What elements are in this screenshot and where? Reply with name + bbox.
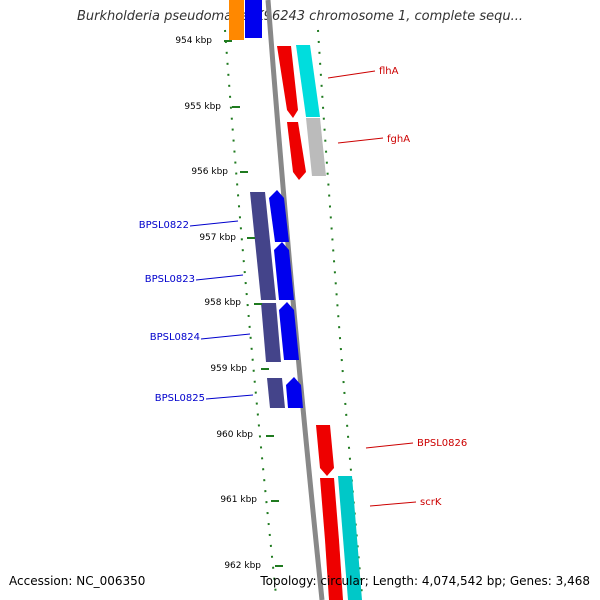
cog-BPSL0824 xyxy=(261,303,281,362)
gene-BPSL0824[interactable] xyxy=(279,302,299,360)
gene-label-scrK[interactable]: scrK xyxy=(420,497,442,508)
gene-label-BPSL0824[interactable]: BPSL0824 xyxy=(150,332,200,343)
gc-skew-track-left xyxy=(224,29,277,596)
tick-label: 960 kbp xyxy=(216,430,253,440)
gene-labels: flhA fghA BPSL0822 BPSL0823 BPSL0824 BPSL0825… xyxy=(139,66,468,508)
tick-label: 961 kbp xyxy=(220,495,257,505)
gene-scrK[interactable] xyxy=(320,478,339,548)
top-blue-block xyxy=(245,0,262,38)
cog-fghA xyxy=(306,118,326,176)
gene-label-BPSL0826[interactable]: BPSL0826 xyxy=(417,438,467,449)
tick-labels: 954 kbp 955 kbp 956 kbp 957 kbp 958 kbp 959 k… xyxy=(175,36,283,571)
gene-BPSL0823[interactable] xyxy=(274,242,294,300)
gene-BPSL0825[interactable] xyxy=(286,377,303,408)
tick-label: 962 kbp xyxy=(224,561,261,571)
gene-BPSL0822[interactable] xyxy=(269,190,289,242)
gene-BPSL0826[interactable] xyxy=(316,425,334,476)
accession-label: Accession: NC_006350 xyxy=(9,574,146,588)
gene-label-flhA[interactable]: flhA xyxy=(379,66,399,77)
tick-label: 957 kbp xyxy=(199,233,236,243)
cog-scrK xyxy=(338,476,362,600)
cog-BPSL0825 xyxy=(267,378,285,408)
gene-bottom-red xyxy=(325,540,343,600)
gene-flhA[interactable] xyxy=(277,46,298,118)
gene-fghA[interactable] xyxy=(287,122,306,180)
tick-label: 959 kbp xyxy=(210,364,247,374)
tick-label: 955 kbp xyxy=(184,102,221,112)
map-title: Burkholderia pseudomallei K96243 chromos… xyxy=(76,9,524,24)
tick-label: 956 kbp xyxy=(191,167,228,177)
orange-cog-block xyxy=(229,0,244,40)
gene-label-BPSL0825[interactable]: BPSL0825 xyxy=(155,393,205,404)
cog-BPSL0822-0823 xyxy=(250,192,276,300)
label-leaders xyxy=(189,70,417,507)
tick-label: 958 kbp xyxy=(204,298,241,308)
cog-flhA xyxy=(296,45,320,117)
gene-label-BPSL0823[interactable]: BPSL0823 xyxy=(145,274,195,285)
tick-label: 954 kbp xyxy=(175,36,212,46)
gene-label-fghA[interactable]: fghA xyxy=(387,134,410,145)
gene-label-BPSL0822[interactable]: BPSL0822 xyxy=(139,220,189,231)
topology-info: Topology: circular; Length: 4,074,542 bp… xyxy=(260,574,590,588)
